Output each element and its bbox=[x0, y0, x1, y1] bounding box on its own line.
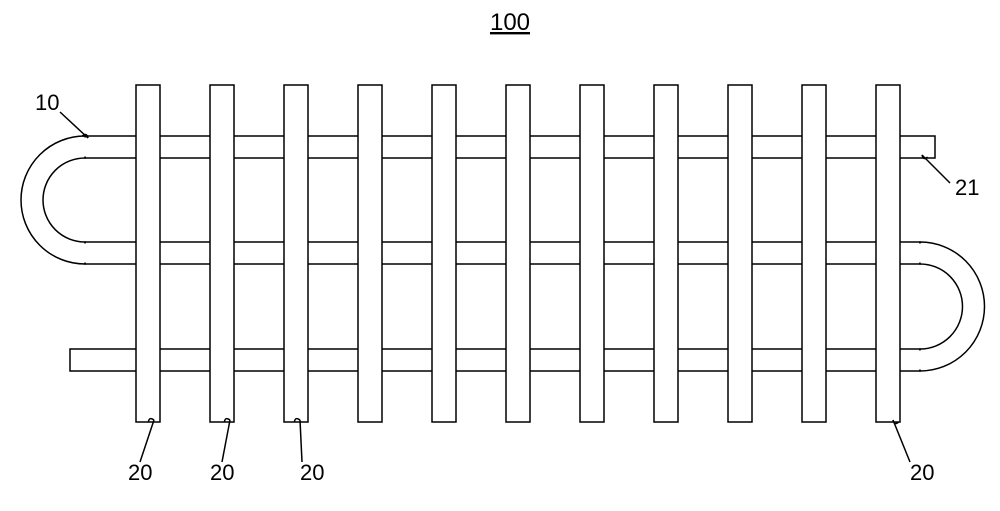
vertical-bar bbox=[654, 85, 678, 422]
vertical-bar bbox=[506, 85, 530, 422]
diagram-container: 100 10 21 20 20 20 20 bbox=[0, 0, 1000, 511]
vertical-bar bbox=[802, 85, 826, 422]
vertical-bar bbox=[210, 85, 234, 422]
technical-diagram: 100 10 21 20 20 20 20 bbox=[0, 0, 1000, 511]
vertical-bar bbox=[432, 85, 456, 422]
callout-label: 20 bbox=[128, 460, 152, 485]
callout-label: 10 bbox=[35, 90, 59, 115]
vertical-bar bbox=[136, 85, 160, 422]
vertical-bar bbox=[580, 85, 604, 422]
vertical-bar bbox=[284, 85, 308, 422]
vertical-bar bbox=[358, 85, 382, 422]
callout-label: 20 bbox=[910, 460, 934, 485]
callout-label: 21 bbox=[955, 175, 979, 200]
figure-label: 100 bbox=[490, 9, 530, 36]
callout-label: 20 bbox=[300, 460, 324, 485]
vertical-bar bbox=[876, 85, 900, 422]
vertical-bar bbox=[728, 85, 752, 422]
callout-label: 20 bbox=[210, 460, 234, 485]
